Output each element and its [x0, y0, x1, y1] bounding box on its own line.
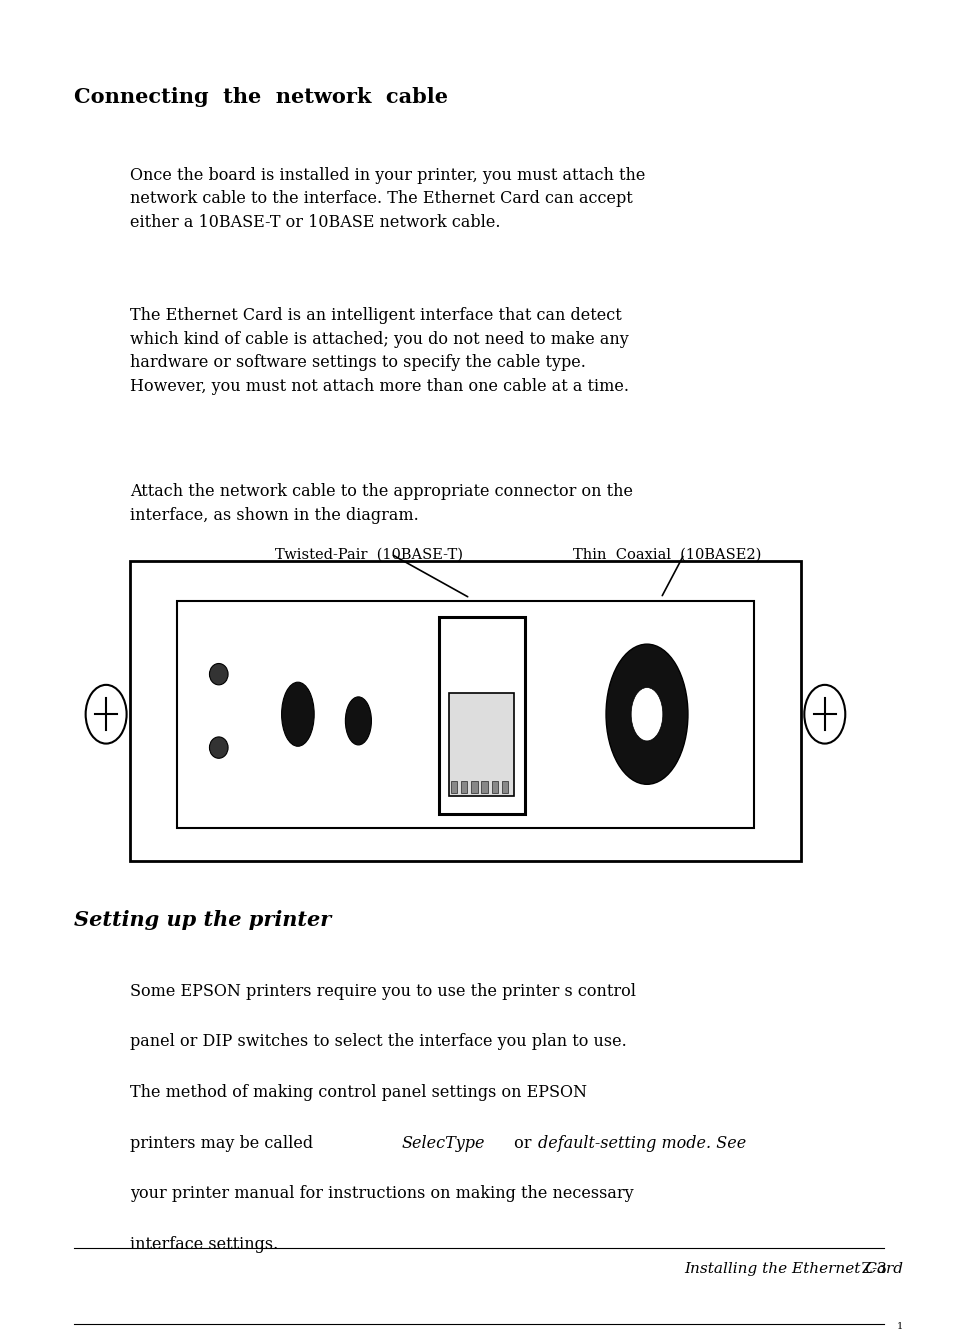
- Bar: [450, 781, 456, 793]
- Bar: [448, 693, 514, 796]
- Bar: [439, 617, 524, 814]
- Ellipse shape: [281, 682, 314, 746]
- Ellipse shape: [210, 663, 228, 685]
- Text: Attach the network cable to the appropriate connector on the
interface, as shown: Attach the network cable to the appropri…: [131, 483, 633, 523]
- Circle shape: [803, 685, 844, 744]
- Bar: [460, 781, 467, 793]
- Text: interface settings.: interface settings.: [131, 1236, 278, 1254]
- Bar: [480, 781, 487, 793]
- Ellipse shape: [605, 643, 687, 784]
- Text: printers may be called: printers may be called: [131, 1135, 318, 1152]
- Text: Z-3: Z-3: [846, 1262, 886, 1275]
- Bar: [491, 781, 497, 793]
- Text: Twisted-Pair  (10BASE-T): Twisted-Pair (10BASE-T): [274, 547, 462, 561]
- Text: The method of making control panel settings on EPSON: The method of making control panel setti…: [131, 1084, 587, 1101]
- Circle shape: [86, 685, 127, 744]
- Text: Some EPSON printers require you to use the printer s control: Some EPSON printers require you to use t…: [131, 983, 636, 1000]
- Bar: [471, 781, 477, 793]
- Text: panel or DIP switches to select the interface you plan to use.: panel or DIP switches to select the inte…: [131, 1033, 626, 1051]
- Text: SelecType: SelecType: [400, 1135, 484, 1152]
- Text: Once the board is installed in your printer, you must attach the
network cable t: Once the board is installed in your prin…: [131, 167, 645, 231]
- Ellipse shape: [345, 697, 371, 745]
- Text: Connecting  the  network  cable: Connecting the network cable: [74, 87, 448, 107]
- Text: 1: 1: [896, 1322, 902, 1331]
- Bar: [131, 561, 800, 861]
- Ellipse shape: [210, 737, 228, 758]
- Text: Thin  Coaxial  (10BASE2): Thin Coaxial (10BASE2): [572, 547, 760, 561]
- Text: your printer manual for instructions on making the necessary: your printer manual for instructions on …: [131, 1185, 634, 1203]
- Text: default-setting mode. See: default-setting mode. See: [537, 1135, 745, 1152]
- Bar: [501, 781, 508, 793]
- Text: The Ethernet Card is an intelligent interface that can detect
which kind of cabl: The Ethernet Card is an intelligent inte…: [131, 307, 629, 395]
- Text: or: or: [508, 1135, 536, 1152]
- Text: Setting up the printer: Setting up the printer: [74, 910, 332, 930]
- Ellipse shape: [631, 688, 662, 741]
- Text: Installing the Ethernet Card: Installing the Ethernet Card: [683, 1262, 902, 1275]
- Bar: [176, 601, 753, 828]
